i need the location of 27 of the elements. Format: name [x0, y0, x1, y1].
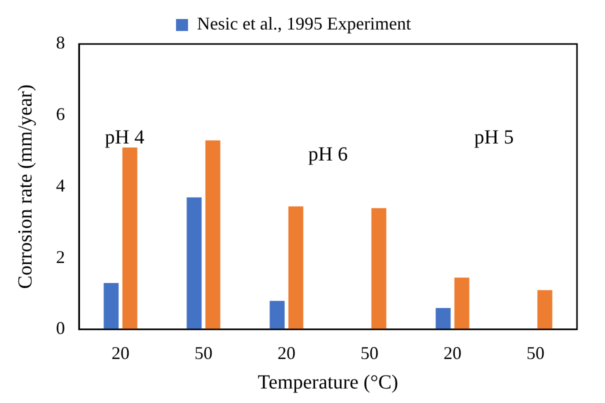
legend-label: Nesic et al., 1995 Experiment: [197, 14, 411, 34]
annotation: pH 5: [474, 126, 514, 148]
bar: [205, 140, 220, 330]
y-tick-label: 4: [56, 175, 65, 196]
bar: [104, 283, 119, 330]
x-axis-title: Temperature (°C): [258, 371, 398, 394]
x-tick-label: 50: [194, 342, 212, 363]
x-tick-label: 20: [278, 342, 296, 363]
y-tick-label: 0: [56, 318, 65, 338]
x-tick-label: 20: [444, 342, 462, 363]
y-axis-title: Corrosion rate (mm/year): [14, 84, 36, 289]
bar: [288, 206, 304, 330]
bar: [454, 278, 470, 330]
x-tick-label: 20: [112, 342, 130, 363]
annotation: pH 4: [104, 126, 144, 148]
x-tick-label: 50: [360, 342, 378, 363]
bar: [436, 308, 451, 330]
bar: [270, 300, 285, 330]
bar: [537, 290, 552, 330]
y-tick-label: 6: [56, 104, 65, 124]
bar: [186, 197, 202, 330]
x-tick-label: 50: [526, 342, 544, 363]
y-tick-label: 2: [56, 246, 65, 267]
bar: [371, 208, 386, 330]
bar: [122, 147, 138, 330]
y-tick-label: 8: [56, 32, 65, 53]
annotation: pH 6: [308, 144, 348, 166]
